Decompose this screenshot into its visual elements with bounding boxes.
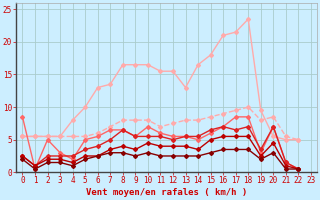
- X-axis label: Vent moyen/en rafales ( km/h ): Vent moyen/en rafales ( km/h ): [86, 188, 247, 197]
